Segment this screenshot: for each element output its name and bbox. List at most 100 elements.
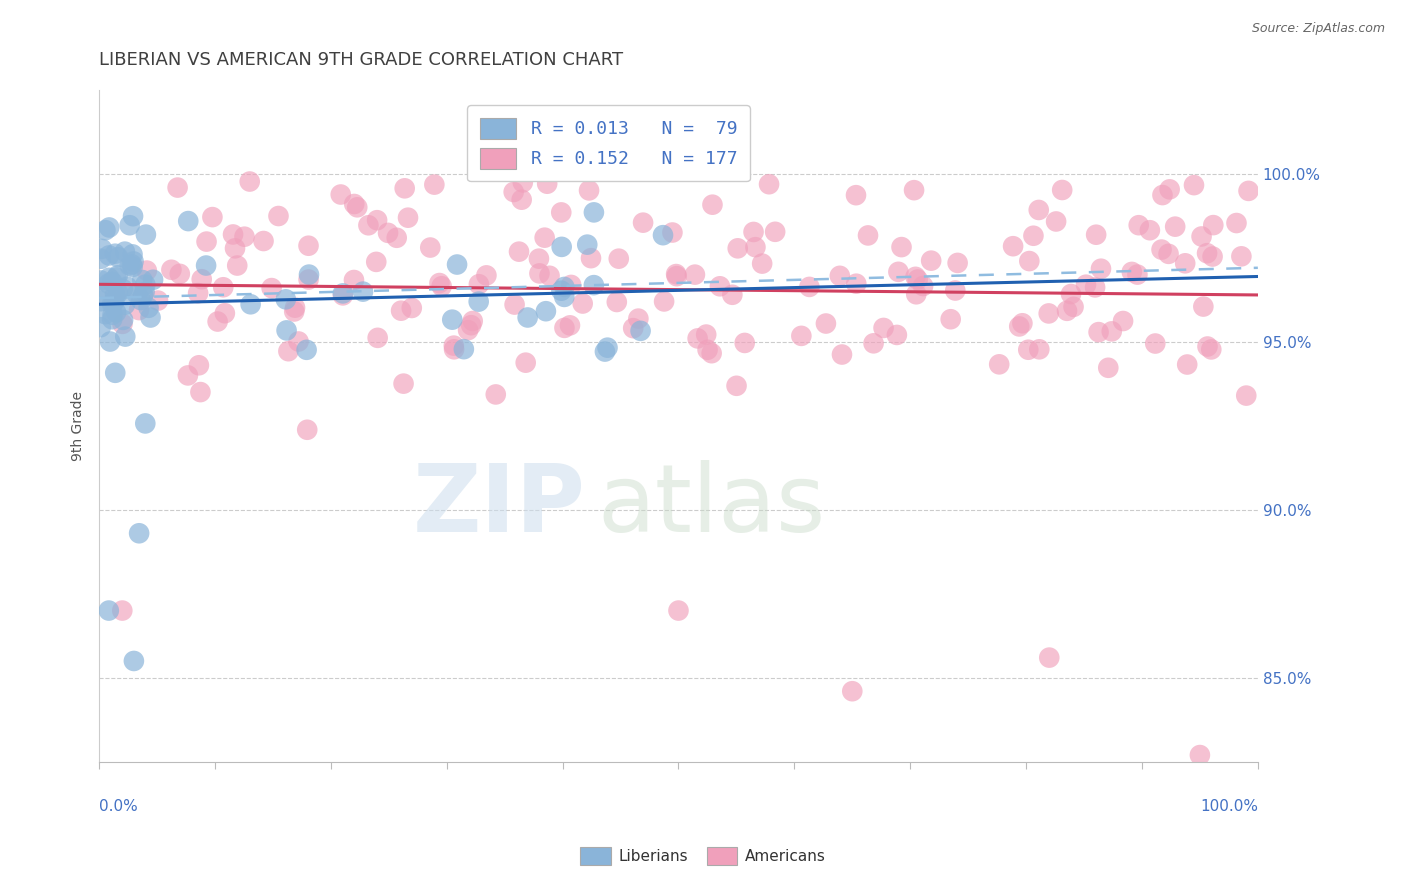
Point (298, 268, 321, 282)
Point (742, 225, 765, 239)
Point (169, 267, 191, 281)
Point (943, 284, 966, 298)
Point (112, 313, 135, 327)
Point (512, 176, 534, 190)
Point (1164, 219, 1187, 234)
Point (734, 335, 756, 350)
Point (267, 209, 290, 223)
Text: 0.0%: 0.0% (100, 798, 138, 814)
Point (1087, 325, 1109, 339)
Point (553, 321, 575, 335)
Point (1038, 650, 1060, 665)
Point (814, 317, 837, 331)
Point (571, 296, 593, 310)
Point (352, 285, 374, 299)
Point (1188, 747, 1211, 762)
Point (401, 301, 423, 315)
Point (1152, 188, 1174, 202)
Point (709, 279, 731, 293)
Point (845, 188, 868, 202)
Point (90, 294, 112, 309)
Point (1225, 216, 1247, 230)
Point (790, 329, 813, 343)
Point (582, 278, 605, 293)
Text: atlas: atlas (598, 460, 825, 552)
Point (134, 417, 156, 431)
Point (132, 288, 155, 302)
Point (177, 368, 200, 383)
Point (686, 331, 709, 345)
Point (287, 334, 309, 349)
Point (725, 379, 748, 393)
Point (394, 181, 416, 195)
Point (118, 218, 141, 232)
Point (502, 185, 524, 199)
Point (134, 285, 156, 299)
Point (190, 385, 212, 400)
Point (503, 297, 526, 311)
Point (1150, 243, 1173, 257)
Point (131, 273, 153, 287)
Point (1060, 287, 1083, 301)
Point (527, 252, 550, 266)
Point (122, 654, 145, 668)
Point (122, 254, 145, 268)
Point (187, 359, 209, 373)
Point (1201, 250, 1223, 264)
Point (1017, 343, 1039, 357)
Point (129, 293, 152, 307)
Point (886, 327, 908, 342)
Point (576, 237, 599, 252)
Point (702, 197, 724, 211)
Point (128, 303, 150, 318)
Point (366, 213, 388, 227)
Point (111, 603, 134, 617)
Point (890, 240, 912, 254)
Point (1063, 300, 1085, 314)
Point (276, 323, 298, 337)
Point (905, 287, 928, 301)
Point (845, 277, 868, 291)
Point (1197, 339, 1219, 353)
Point (160, 262, 183, 277)
Point (1085, 227, 1108, 242)
Point (201, 210, 224, 224)
Point (367, 331, 389, 345)
Point (105, 270, 128, 285)
Point (443, 338, 465, 352)
Point (139, 310, 162, 325)
Point (114, 329, 136, 343)
Point (763, 225, 786, 239)
Point (621, 321, 644, 335)
Point (1157, 247, 1180, 261)
Point (107, 285, 129, 300)
Point (1002, 239, 1025, 253)
Point (630, 324, 652, 338)
Point (538, 268, 561, 283)
Point (146, 293, 169, 308)
Point (1084, 280, 1107, 294)
Point (652, 228, 675, 243)
Point (297, 238, 319, 252)
Point (668, 603, 690, 617)
Point (91, 287, 114, 301)
Point (121, 260, 143, 274)
Point (536, 177, 558, 191)
Point (446, 258, 468, 272)
Point (665, 269, 688, 284)
Point (550, 240, 572, 254)
Point (1237, 184, 1260, 198)
Point (1008, 319, 1031, 334)
Point (90, 273, 112, 287)
Point (441, 312, 464, 326)
Point (98, 248, 121, 262)
Point (457, 323, 479, 337)
Point (1121, 265, 1143, 279)
Point (284, 301, 307, 315)
Point (1097, 360, 1119, 375)
Point (529, 267, 551, 281)
Point (721, 287, 744, 301)
Point (856, 228, 879, 243)
Point (128, 526, 150, 541)
Point (553, 280, 575, 294)
